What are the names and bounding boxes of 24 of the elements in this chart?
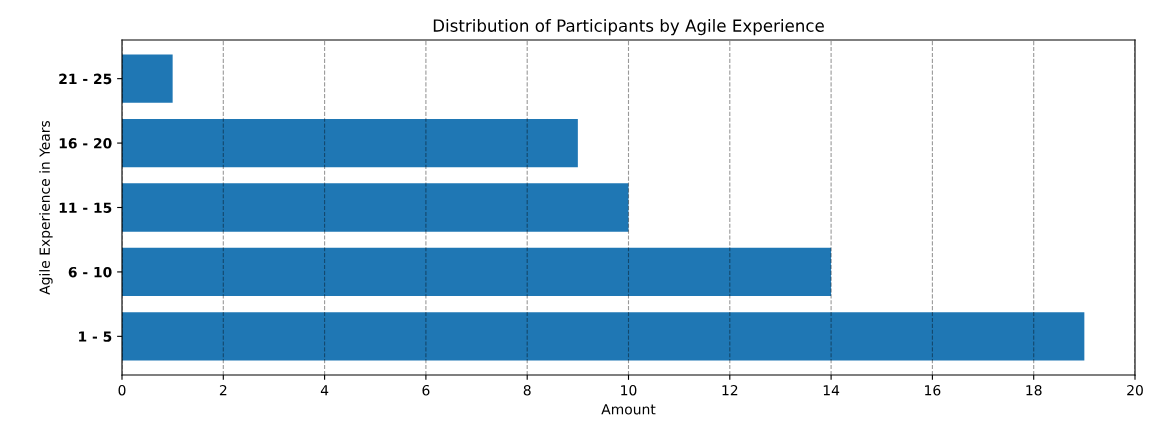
y-tick-label: 1 - 5 <box>79 331 112 342</box>
x-tick-label: 6 <box>422 384 430 396</box>
x-tick-label: 16 <box>925 384 941 396</box>
y-tick-label: 16 - 20 <box>59 138 112 149</box>
bar <box>122 118 578 168</box>
bar <box>122 54 173 103</box>
x-tick-label: 12 <box>722 384 738 396</box>
x-tick-label: 20 <box>1127 384 1143 396</box>
y-tick-label: 21 - 25 <box>59 73 112 85</box>
x-tick-label: 4 <box>320 385 329 396</box>
x-tick-label: 10 <box>621 384 637 396</box>
bar <box>122 312 1085 361</box>
x-tick-label: 14 <box>823 385 840 396</box>
x-tick-label: 0 <box>118 384 126 396</box>
y-axis-title: Agile Experience in Years <box>39 120 53 295</box>
x-tick-label: 8 <box>523 384 531 396</box>
y-tick-label: 11 - 15 <box>59 202 112 213</box>
x-tick-label: 2 <box>219 384 227 396</box>
x-tick-label: 18 <box>1026 384 1042 396</box>
chart-title: Distribution of Participants by Agile Experience <box>433 19 824 36</box>
bar <box>122 247 832 297</box>
y-tick-label: 6 - 10 <box>68 266 112 278</box>
bar <box>122 183 629 232</box>
x-axis-title: Amount <box>601 404 656 415</box>
